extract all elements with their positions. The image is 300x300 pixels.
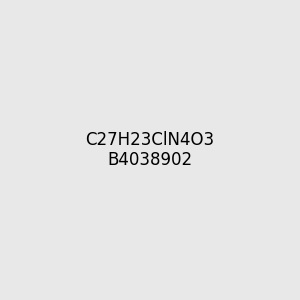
Text: C27H23ClN4O3
B4038902: C27H23ClN4O3 B4038902 <box>85 130 214 170</box>
